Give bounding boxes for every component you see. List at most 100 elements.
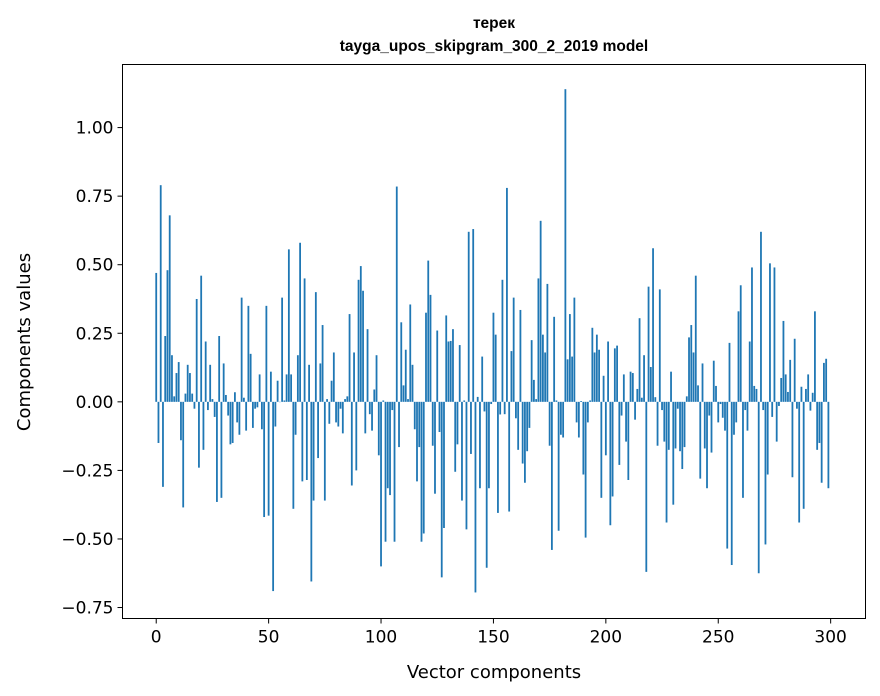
bar-component-22	[204, 341, 207, 402]
bar-component-18	[195, 298, 198, 402]
bar-component-20	[200, 275, 203, 402]
bar-component-254	[726, 401, 729, 549]
bar-component-235	[683, 401, 686, 448]
bar-component-144	[479, 401, 481, 489]
bar-component-212	[631, 373, 634, 402]
bar-component-109	[400, 322, 403, 402]
x-tick-label: 0	[151, 628, 162, 648]
bar-component-272	[766, 401, 769, 475]
bar-component-203	[611, 401, 614, 497]
bar-component-266	[753, 385, 756, 402]
bar-component-197	[598, 349, 600, 402]
bar-component-194	[591, 327, 594, 402]
bar-component-101	[382, 400, 385, 402]
bar-component-174	[546, 283, 549, 402]
bar-component-190	[582, 401, 585, 475]
bar-component-283	[791, 401, 794, 478]
bar-component-277	[778, 401, 780, 406]
bar-component-37	[238, 401, 241, 435]
bar-component-28	[218, 336, 221, 402]
bar-component-15	[189, 373, 191, 402]
y-tick-label: 0.50	[76, 256, 114, 276]
bar-component-232	[676, 401, 679, 409]
bar-component-213	[634, 401, 636, 420]
x-tick-label: 100	[365, 628, 397, 648]
bar-component-61	[292, 401, 295, 509]
bar-component-92	[362, 290, 364, 402]
bar-component-260	[739, 285, 742, 402]
chart-title: терек	[473, 15, 515, 32]
bar-component-165	[526, 401, 529, 452]
bar-component-85	[346, 396, 349, 402]
y-tick-label: −0.75	[61, 599, 113, 619]
bar-component-237	[688, 337, 690, 402]
bar-component-44	[254, 401, 257, 409]
bar-component-177	[553, 316, 556, 402]
bar-component-262	[744, 401, 747, 411]
bar-component-69	[310, 401, 313, 582]
bar-component-196	[595, 334, 598, 402]
bar-component-287	[800, 386, 803, 402]
bar-component-241	[697, 385, 699, 402]
bar-component-274	[771, 401, 774, 417]
bar-component-259	[737, 311, 740, 402]
bar-component-246	[708, 401, 711, 416]
bar-component-229	[670, 371, 672, 402]
bar-component-2	[159, 185, 162, 402]
bar-component-142	[474, 401, 477, 593]
bar-component-219	[647, 286, 650, 402]
bar-component-130	[447, 341, 450, 402]
bar-component-51	[269, 371, 272, 402]
bar-component-257	[733, 401, 735, 435]
bar-component-77	[328, 401, 331, 424]
bar-component-70	[312, 401, 315, 501]
bar-component-271	[764, 401, 767, 545]
bar-component-0	[155, 272, 158, 402]
bar-component-60	[290, 374, 293, 402]
bar-component-149	[490, 401, 493, 405]
y-axis: −0.75 −0.50 −0.25 0.00 0.25 0.50 0.75 1.00	[61, 119, 123, 619]
bar-component-191	[584, 401, 587, 538]
bar-component-255	[728, 342, 731, 402]
bar-component-188	[577, 401, 580, 438]
bar-component-180	[559, 401, 562, 435]
bar-component-163	[521, 401, 524, 464]
bar-component-100	[380, 401, 382, 567]
bar-component-151	[494, 334, 497, 402]
bar-component-141	[472, 229, 475, 402]
bar-component-145	[481, 356, 484, 402]
bar-component-167	[530, 340, 533, 402]
bar-component-43	[251, 401, 254, 428]
bar-component-299	[827, 401, 830, 489]
bar-component-65	[301, 401, 304, 482]
bar-component-226	[663, 401, 666, 442]
bar-component-159	[512, 297, 515, 402]
chart-subtitle: tayga_upos_skipgram_300_2_2019 model	[340, 38, 648, 55]
bar-component-30	[222, 363, 225, 402]
x-tick-label: 50	[258, 628, 280, 648]
bar-component-47	[260, 401, 263, 430]
bar-component-46	[258, 374, 261, 402]
bar-component-184	[568, 314, 571, 402]
bar-component-91	[359, 266, 362, 402]
bar-component-273	[769, 263, 771, 402]
bar-component-106	[393, 401, 396, 542]
bar-component-227	[665, 401, 668, 523]
bar-component-248	[712, 360, 715, 402]
bar-component-67	[305, 401, 308, 480]
bar-component-79	[332, 352, 335, 402]
bar-component-134	[456, 401, 459, 445]
bar-component-153	[499, 401, 502, 415]
bar-component-152	[497, 401, 499, 513]
bar-component-48	[263, 401, 266, 518]
bar-component-158	[510, 351, 513, 402]
bar-component-78	[330, 380, 333, 402]
bar-component-131	[449, 340, 452, 402]
bar-component-242	[699, 401, 702, 479]
bar-component-76	[326, 399, 328, 402]
bar-component-268	[757, 401, 760, 574]
bar-component-210	[627, 401, 630, 480]
bar-component-291	[809, 401, 812, 411]
bar-component-1	[157, 401, 160, 443]
bar-component-222	[654, 397, 657, 402]
